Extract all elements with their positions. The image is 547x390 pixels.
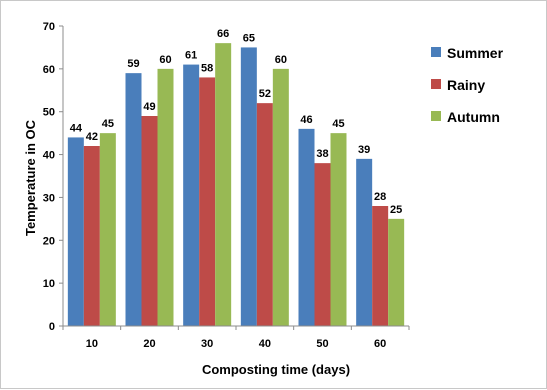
x-axis-ticks: 10 20 30 40 50 60 [62, 326, 410, 350]
data-label: 61 [185, 50, 197, 62]
legend: Summer Rainy Autumn [431, 45, 504, 125]
data-label: 45 [102, 118, 114, 130]
data-label: 38 [316, 148, 328, 160]
bar-summer-20 [125, 73, 142, 327]
data-label: 45 [332, 118, 344, 130]
legend-entry: Rainy [447, 77, 485, 93]
y-tick-label: 0 [49, 321, 55, 333]
x-tick-label: 20 [143, 338, 155, 350]
data-label: 28 [374, 191, 386, 203]
data-label: 60 [159, 54, 171, 66]
bar-rainy-10 [83, 146, 100, 326]
legend-entry: Autumn [447, 109, 500, 125]
bar-summer-30 [183, 64, 200, 327]
y-tick-label: 40 [43, 150, 55, 162]
data-label: 59 [127, 58, 139, 70]
data-label: 52 [259, 88, 271, 100]
bar-summer-50 [298, 128, 315, 326]
data-label: 42 [86, 131, 98, 143]
data-labels: 44 59 61 65 46 39 42 49 58 52 38 28 45 60 66 60 45 25 [70, 28, 403, 216]
data-label: 44 [70, 122, 83, 134]
bar-autumn-40 [272, 68, 289, 326]
bar-autumn-50 [330, 133, 347, 326]
bar-rainy-20 [141, 116, 158, 326]
data-label: 46 [300, 114, 312, 126]
y-tick-label: 60 [43, 64, 55, 76]
bar-rainy-40 [256, 103, 273, 327]
y-axis-title: Temperature in OC [23, 119, 38, 236]
y-tick-label: 20 [43, 235, 55, 247]
y-tick-label: 50 [43, 107, 55, 119]
legend-swatch [431, 111, 441, 121]
x-axis-title: Composting time (days) [202, 362, 350, 377]
bar-summer-40 [240, 47, 257, 327]
data-label: 58 [201, 62, 213, 74]
data-label: 60 [275, 54, 287, 66]
legend-swatch [431, 47, 441, 57]
bar-rainy-30 [199, 77, 216, 326]
bar-summer-10 [67, 137, 84, 326]
x-tick-label: 30 [201, 338, 213, 350]
data-label: 66 [217, 28, 229, 40]
x-tick-label: 60 [374, 338, 386, 350]
bar-autumn-60 [388, 218, 405, 326]
bar-summer-60 [356, 158, 373, 326]
bar-autumn-20 [157, 68, 174, 326]
data-label: 65 [243, 32, 255, 44]
y-tick-label: 30 [43, 192, 55, 204]
bar-autumn-30 [215, 43, 232, 327]
x-tick-label: 50 [316, 338, 328, 350]
legend-swatch [431, 79, 441, 89]
bar-rainy-50 [314, 163, 331, 326]
data-label: 49 [143, 101, 155, 113]
x-tick-label: 40 [259, 338, 271, 350]
y-tick-label: 70 [43, 21, 55, 33]
data-label: 39 [358, 144, 370, 156]
bar-autumn-10 [99, 133, 116, 326]
x-tick-label: 10 [86, 338, 98, 350]
legend-entry: Summer [447, 45, 504, 61]
bars [67, 43, 405, 327]
y-tick-label: 10 [43, 278, 55, 290]
y-axis-ticks: 0 10 20 30 40 50 60 70 [43, 21, 63, 333]
data-label: 25 [390, 204, 402, 216]
bar-rainy-60 [372, 206, 389, 326]
